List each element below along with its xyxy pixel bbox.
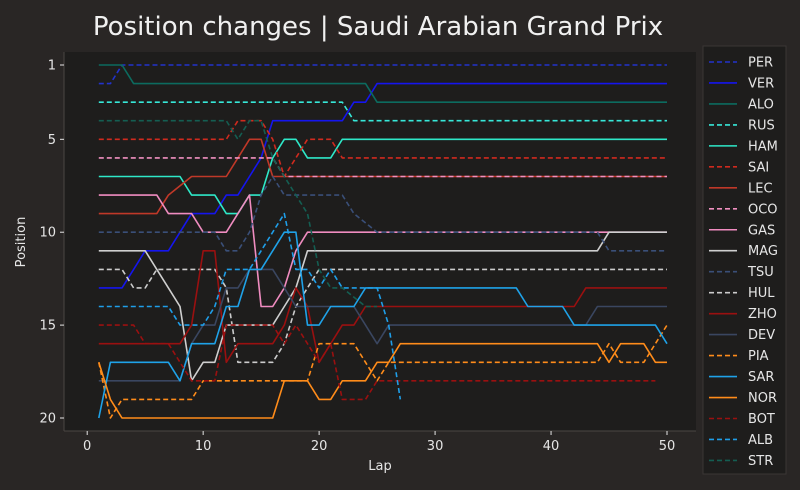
legend-label-sai: SAI (748, 160, 769, 175)
legend-label-oco: OCO (748, 202, 778, 217)
series-line-bot (98, 324, 656, 401)
legend-label-rus: RUS (748, 118, 775, 133)
series-line-alb (98, 212, 402, 400)
legend-label-zho: ZHO (748, 307, 777, 322)
legend-label-dev: DEV (748, 328, 775, 343)
legend-box (702, 45, 787, 475)
series-line-nor (98, 342, 667, 419)
legend-label-pia: PIA (748, 349, 769, 364)
legend-label-ver: VER (748, 76, 774, 91)
legend-label-lec: LEC (748, 181, 773, 196)
series-line-zho (98, 250, 667, 364)
legend-label-sar: SAR (748, 370, 774, 385)
series-line-sar (98, 231, 668, 419)
x-tick-label: 20 (311, 439, 328, 454)
legend: PER VER ALO RUS HAM SAI LEC OCO GAS MAG TSU HUL ZHO D… (702, 45, 787, 475)
legend-label-alb: ALB (748, 433, 773, 448)
y-tick-label: 1 (48, 59, 56, 74)
y-tick-label: 15 (39, 319, 56, 334)
series-line-tsu (98, 175, 667, 252)
series-lines (98, 64, 668, 419)
x-tick-label: 0 (83, 439, 91, 454)
y-tick-label: 5 (48, 133, 56, 148)
y-tick-label: 20 (39, 411, 56, 426)
y-tick-label: 10 (39, 226, 56, 241)
x-tick-label: 10 (195, 439, 212, 454)
x-tick-label: 50 (659, 439, 676, 454)
series-line-mag (98, 231, 667, 382)
legend-label-nor: NOR (748, 391, 777, 406)
legend-label-ham: HAM (748, 139, 778, 154)
legend-label-bot: BOT (748, 412, 775, 427)
x-axis-label: Lap (368, 459, 391, 474)
legend-label-tsu: TSU (747, 265, 774, 280)
x-tick-label: 30 (427, 439, 444, 454)
series-line-pia (98, 324, 668, 419)
series-line-rus (98, 101, 667, 122)
x-tick-label: 40 (543, 439, 560, 454)
legend-label-alo: ALO (748, 97, 774, 112)
y-axis-label: Position (14, 217, 29, 268)
series-line-str (98, 119, 378, 308)
legend-label-mag: MAG (748, 244, 778, 259)
legend-label-hul: HUL (748, 286, 775, 301)
chart-title: Position changes | Saudi Arabian Grand P… (93, 12, 663, 42)
legend-label-str: STR (748, 454, 773, 469)
series-line-alo (98, 64, 667, 103)
legend-label-gas: GAS (748, 223, 775, 238)
series-line-dev (98, 268, 667, 382)
legend-label-per: PER (748, 56, 773, 71)
series-line-per (98, 64, 667, 85)
plot-area (64, 52, 696, 431)
